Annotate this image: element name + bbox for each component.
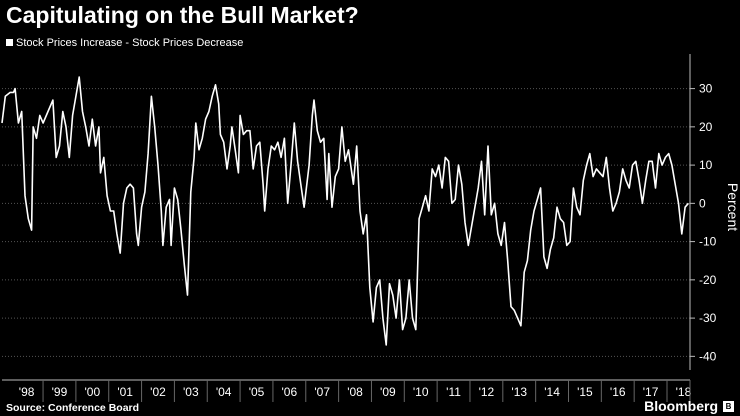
axes: 30 20 10 0 -10 -20 -30 -40 Percent '98 '99 '00 '01 '0… [2,54,740,402]
chart-title: Capitulating on the Bull Market? [6,2,359,28]
y-tick-label: -30 [699,311,717,325]
x-tick-label: '09 [380,385,396,399]
x-tick-label: '12 [479,385,495,399]
x-tick-label: '01 [117,385,133,399]
x-tick-label: '14 [544,385,560,399]
series-layer [1,76,690,346]
x-tick-label: '05 [249,385,265,399]
x-tick-label: '10 [413,385,429,399]
x-tick-label: '18 [676,385,692,399]
x-tick-label: '16 [610,385,626,399]
x-tick-label: '98 [19,385,35,399]
x-tick-label: '04 [216,385,232,399]
x-tick-label: '03 [183,385,199,399]
y-tick-label: 30 [699,82,713,96]
legend-swatch [6,39,13,46]
y-tick-label: -10 [699,235,717,249]
x-tick-label: '07 [314,385,330,399]
bloomberg-icon: B [723,401,734,412]
y-tick-label: 10 [699,158,713,172]
y-tick-label: -20 [699,273,717,287]
x-tick-label: '11 [446,385,461,399]
y-tick-label: 0 [699,196,706,210]
x-tick-label: '99 [52,385,68,399]
source-note: Source: Conference Board [6,402,140,414]
gridlines [2,88,690,357]
x-tick-label: '02 [150,385,166,399]
series-line [1,76,690,346]
legend: Stock Prices Increase - Stock Prices Dec… [6,37,243,49]
x-tick-label: '13 [511,385,527,399]
x-tick-label: '00 [84,385,100,399]
y-tick-label: 20 [699,120,713,134]
legend-label: Stock Prices Increase - Stock Prices Dec… [16,37,244,49]
x-tick-label: '08 [347,385,363,399]
x-tick-label: '17 [643,385,659,399]
brand-logo: Bloomberg [644,398,718,414]
x-tick-label: '15 [577,385,593,399]
y-tick-label: -40 [699,349,717,363]
y-axis-title: Percent [725,183,740,231]
x-tick-label: '06 [282,385,298,399]
